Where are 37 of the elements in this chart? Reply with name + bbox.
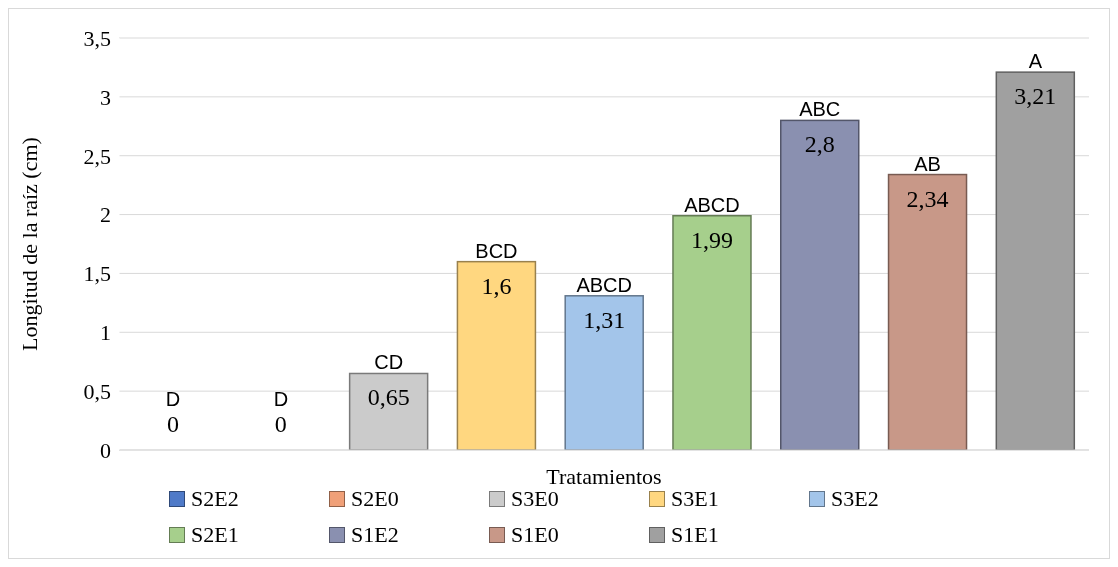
legend-label: S2E1	[191, 522, 239, 548]
legend-label: S2E0	[351, 486, 399, 512]
legend-label: S1E1	[671, 522, 719, 548]
annotation: D	[165, 388, 181, 410]
data-label: 1,31	[583, 306, 626, 333]
y-tick-label: 3	[100, 84, 111, 110]
annotation: ABCD	[576, 273, 632, 296]
legend-label: S1E2	[351, 522, 399, 548]
annotation: ABCD	[684, 193, 740, 216]
y-axis-title: Longitud de la raíz (cm)	[16, 137, 42, 351]
y-tick-label: 3,5	[83, 25, 111, 51]
y-tick-label: 1,5	[83, 261, 111, 287]
legend-label: S3E2	[831, 486, 879, 512]
legend-label: S2E2	[191, 486, 239, 512]
annotation: CD	[374, 351, 404, 374]
data-label: 1,6	[481, 272, 512, 299]
data-label: 2,8	[804, 131, 835, 158]
legend-label: S3E0	[511, 486, 559, 512]
legend-label: S3E1	[671, 486, 719, 512]
y-tick-label: 2	[100, 202, 111, 228]
data-label: 0	[274, 411, 287, 437]
annotation: ABC	[799, 98, 841, 121]
data-label: 2,34	[906, 185, 949, 212]
x-axis-title: Tratamientos	[546, 464, 662, 489]
y-tick-label: 1	[100, 320, 111, 346]
y-tick-label: 2,5	[83, 143, 111, 169]
legend-label: S1E0	[511, 522, 559, 548]
y-tick-label: 0,5	[83, 378, 111, 404]
data-label: 0,65	[367, 384, 410, 411]
data-label: 1,99	[690, 226, 733, 253]
annotation: BCD	[475, 239, 518, 262]
y-tick-label: 0	[100, 437, 111, 463]
annotation: D	[273, 388, 289, 410]
data-label: 3,21	[1014, 83, 1057, 110]
data-label: 0	[167, 411, 180, 437]
annotation: A	[1028, 50, 1043, 73]
annotation: AB	[914, 152, 941, 175]
